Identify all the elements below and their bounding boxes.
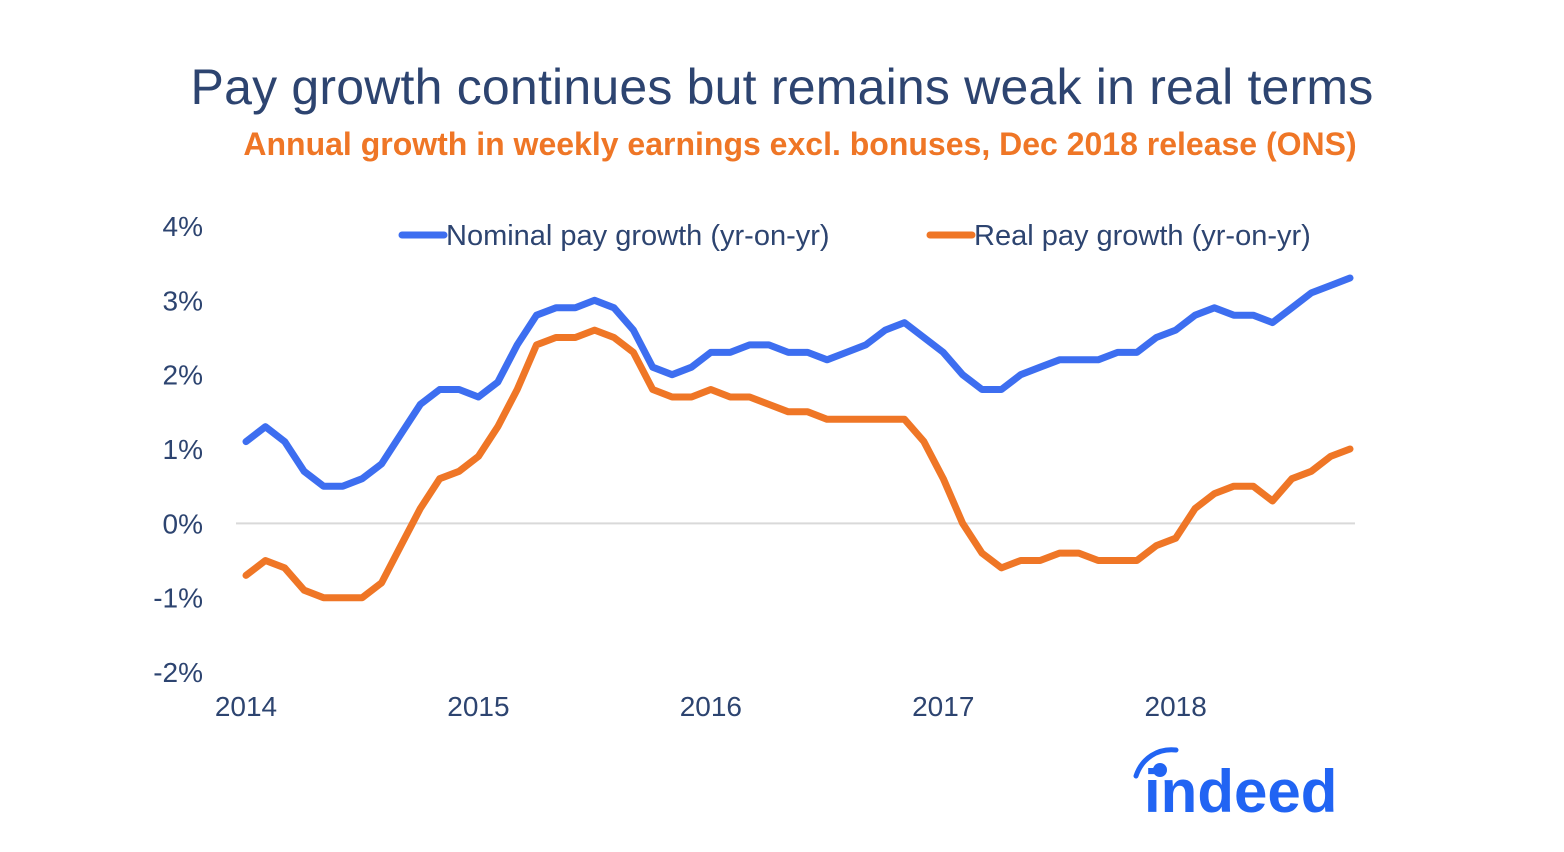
x-tick-label: 2014 (215, 691, 277, 722)
x-tick-label: 2017 (912, 691, 974, 722)
y-tick-label: 2% (163, 360, 203, 391)
y-tick-label: -2% (153, 657, 203, 688)
logo-text: indeed (1144, 758, 1337, 822)
y-tick-label: 4% (163, 211, 203, 242)
x-tick-label: 2016 (680, 691, 742, 722)
y-tick-label: -1% (153, 583, 203, 614)
indeed-logo: indeed (1133, 747, 1337, 822)
series-line-real (242, 326, 1354, 602)
series-group (242, 274, 1354, 602)
logo-swoosh (1133, 747, 1179, 779)
y-axis: 4% 3% 2% 1% 0% -1% -2% (153, 211, 203, 688)
y-tick-label: 0% (163, 508, 203, 539)
x-tick-label: 2018 (1145, 691, 1207, 722)
chart-subtitle: Annual growth in weekly earnings excl. b… (243, 126, 1357, 162)
logo-i-dot (1153, 763, 1167, 777)
series-line-nominal (242, 274, 1354, 490)
x-axis: 2014 2015 2016 2017 2018 (215, 691, 1207, 722)
legend-label: Real pay growth (yr-on-yr) (974, 220, 1311, 252)
y-tick-label: 3% (163, 285, 203, 316)
y-tick-label: 1% (163, 434, 203, 465)
x-tick-label: 2015 (447, 691, 509, 722)
legend: Nominal pay growth (yr-on-yr) Real pay gr… (398, 220, 1311, 252)
legend-label: Nominal pay growth (yr-on-yr) (446, 220, 830, 252)
chart-title: Pay growth continues but remains weak in… (190, 59, 1374, 115)
